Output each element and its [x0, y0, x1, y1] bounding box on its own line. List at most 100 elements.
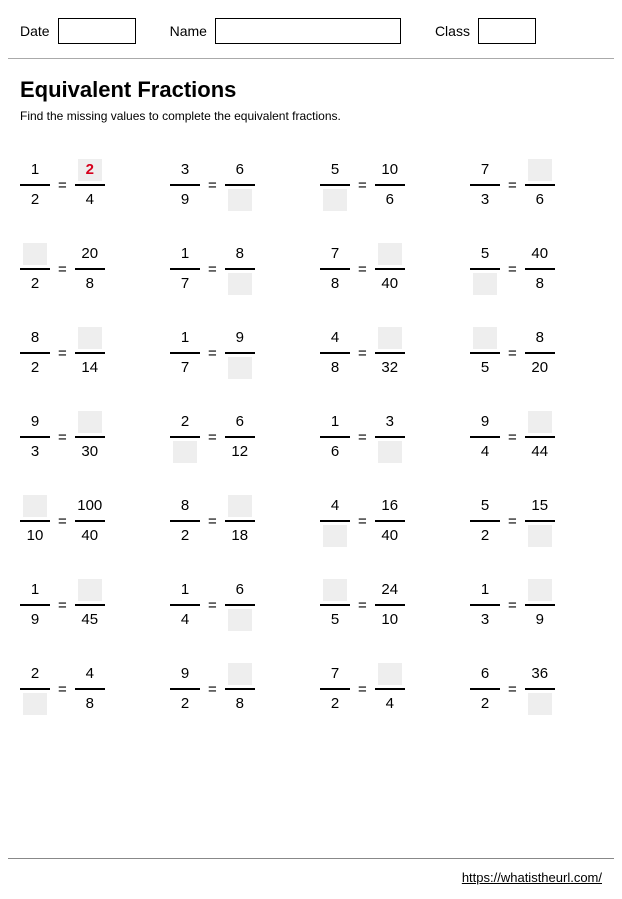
blank-cell[interactable]	[228, 609, 252, 631]
equals-sign: =	[506, 597, 519, 614]
vinculum	[225, 604, 255, 606]
blank-cell[interactable]	[173, 441, 197, 463]
value-cell: 40	[78, 525, 102, 547]
equals-sign: =	[506, 345, 519, 362]
blank-cell[interactable]	[323, 189, 347, 211]
equals-sign: =	[506, 429, 519, 446]
fraction: 15	[525, 495, 555, 547]
fraction: 93	[20, 411, 50, 463]
vinculum	[320, 520, 350, 522]
blank-cell[interactable]	[228, 495, 252, 517]
footer-url[interactable]: https://whatistheurl.com/	[462, 870, 602, 885]
equals-sign: =	[506, 261, 519, 278]
blank-cell[interactable]	[23, 693, 47, 715]
fraction: 13	[470, 579, 500, 631]
blank-cell[interactable]	[323, 525, 347, 547]
fraction: 32	[375, 327, 405, 379]
blank-cell[interactable]	[473, 327, 497, 349]
fraction: 5	[470, 327, 500, 379]
fraction: 8	[225, 663, 255, 715]
fraction: 78	[320, 243, 350, 295]
problem: 39=6	[170, 159, 302, 211]
blank-cell[interactable]	[528, 159, 552, 181]
value-cell: 3	[378, 411, 402, 433]
vinculum	[375, 604, 405, 606]
blank-cell[interactable]	[378, 327, 402, 349]
name-field[interactable]	[215, 18, 401, 44]
fraction: 48	[75, 663, 105, 715]
date-field[interactable]	[58, 18, 136, 44]
blank-cell[interactable]	[228, 273, 252, 295]
blank-cell[interactable]	[378, 663, 402, 685]
fraction: 10	[20, 495, 50, 547]
equals-sign: =	[356, 429, 369, 446]
blank-cell[interactable]	[23, 495, 47, 517]
fraction: 18	[225, 495, 255, 547]
vinculum	[470, 352, 500, 354]
blank-cell[interactable]	[228, 357, 252, 379]
problem: 94=44	[470, 411, 602, 463]
fraction: 6	[225, 159, 255, 211]
problem: 82=18	[170, 495, 302, 547]
value-cell: 6	[228, 579, 252, 601]
equals-sign: =	[506, 681, 519, 698]
blank-cell[interactable]	[323, 579, 347, 601]
vinculum	[225, 688, 255, 690]
vinculum	[375, 352, 405, 354]
blank-cell[interactable]	[378, 441, 402, 463]
blank-cell[interactable]	[228, 189, 252, 211]
equals-sign: =	[56, 513, 69, 530]
class-label: Class	[435, 23, 470, 39]
blank-cell[interactable]	[78, 579, 102, 601]
blank-cell[interactable]: 2	[78, 159, 102, 181]
value-cell: 1	[173, 579, 197, 601]
vinculum	[375, 184, 405, 186]
fraction: 820	[525, 327, 555, 379]
blank-cell[interactable]	[378, 243, 402, 265]
blank-cell[interactable]	[228, 663, 252, 685]
value-cell: 3	[23, 441, 47, 463]
class-field[interactable]	[478, 18, 536, 44]
fraction: 612	[225, 411, 255, 463]
vinculum	[75, 604, 105, 606]
vinculum	[525, 520, 555, 522]
fraction: 19	[20, 579, 50, 631]
fraction: 62	[470, 663, 500, 715]
value-cell: 5	[323, 609, 347, 631]
vinculum	[225, 268, 255, 270]
blank-cell[interactable]	[528, 693, 552, 715]
problem: 5=408	[470, 243, 602, 295]
problem: 93=30	[20, 411, 152, 463]
value-cell: 9	[528, 609, 552, 631]
equals-sign: =	[206, 681, 219, 698]
fraction: 14	[75, 327, 105, 379]
vinculum	[20, 184, 50, 186]
vinculum	[225, 436, 255, 438]
blank-cell[interactable]	[528, 525, 552, 547]
value-cell: 8	[528, 327, 552, 349]
value-cell: 14	[78, 357, 102, 379]
blank-cell[interactable]	[78, 327, 102, 349]
fraction: 2	[20, 663, 50, 715]
blank-cell[interactable]	[78, 411, 102, 433]
blank-cell[interactable]	[528, 411, 552, 433]
vinculum	[20, 436, 50, 438]
blank-cell[interactable]	[473, 273, 497, 295]
value-cell: 4	[323, 495, 347, 517]
equals-sign: =	[356, 681, 369, 698]
problem: 5=106	[320, 159, 452, 211]
vinculum	[75, 268, 105, 270]
equals-sign: =	[56, 681, 69, 698]
blank-cell[interactable]	[23, 243, 47, 265]
fraction: 92	[170, 663, 200, 715]
value-cell: 10	[378, 159, 402, 181]
value-cell: 3	[473, 189, 497, 211]
value-cell: 32	[378, 357, 402, 379]
value-cell: 10	[23, 525, 47, 547]
equals-sign: =	[56, 261, 69, 278]
vinculum	[20, 520, 50, 522]
vinculum	[75, 184, 105, 186]
value-cell: 9	[473, 411, 497, 433]
blank-cell[interactable]	[528, 579, 552, 601]
equals-sign: =	[506, 177, 519, 194]
